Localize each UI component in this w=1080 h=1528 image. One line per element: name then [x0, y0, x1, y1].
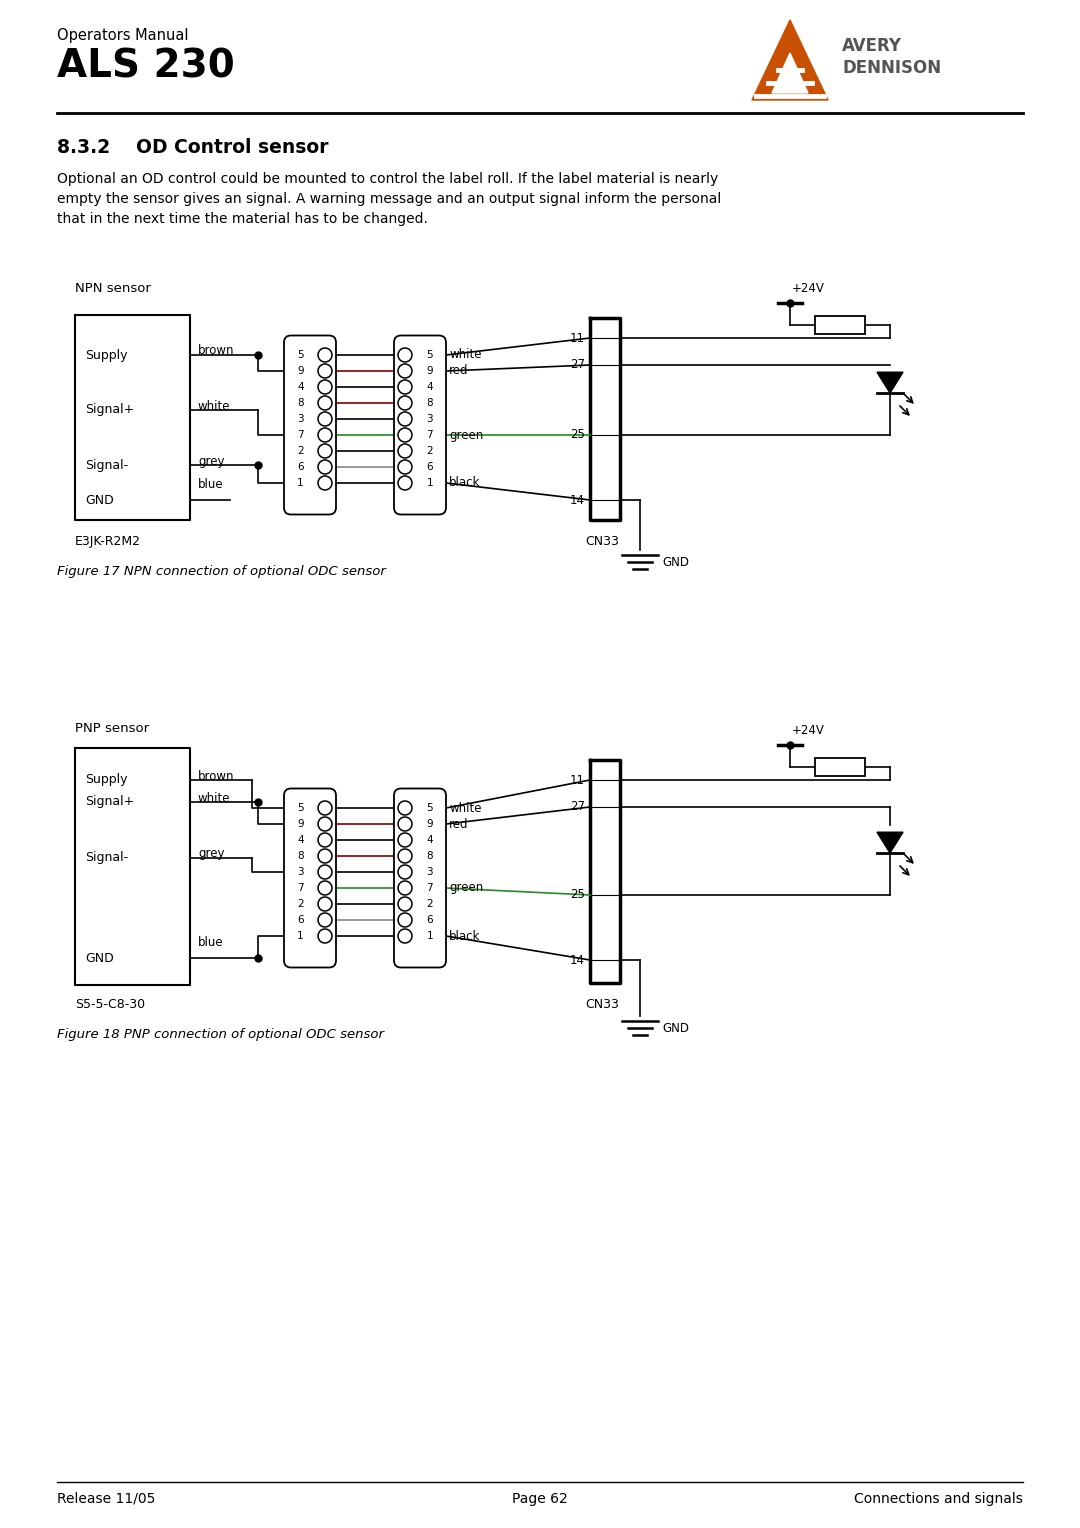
Text: blue: blue: [198, 935, 224, 949]
Text: grey: grey: [198, 454, 225, 468]
Text: 8: 8: [297, 851, 303, 860]
Text: Release 11/05: Release 11/05: [57, 1491, 156, 1507]
Text: 9: 9: [427, 367, 433, 376]
Text: +24V: +24V: [792, 283, 825, 295]
Text: 27: 27: [570, 801, 585, 813]
Text: brown: brown: [198, 770, 234, 782]
Text: 9: 9: [297, 819, 303, 830]
Text: blue: blue: [198, 477, 224, 490]
Text: 2: 2: [297, 898, 303, 909]
Text: 3: 3: [297, 414, 303, 423]
Text: 6: 6: [427, 461, 433, 472]
Text: 7: 7: [427, 883, 433, 892]
Text: 5: 5: [297, 804, 303, 813]
Polygon shape: [877, 373, 903, 393]
Text: CN33: CN33: [585, 535, 619, 549]
FancyBboxPatch shape: [815, 316, 865, 335]
Text: GND: GND: [662, 556, 689, 570]
Text: 4: 4: [427, 382, 433, 393]
Text: green: green: [449, 882, 483, 894]
Text: 27: 27: [570, 359, 585, 371]
Text: red: red: [449, 817, 469, 831]
Text: 6: 6: [297, 461, 303, 472]
Text: 14: 14: [570, 953, 585, 967]
Text: white: white: [198, 792, 230, 805]
Text: ALS 230: ALS 230: [57, 47, 234, 86]
Text: 9: 9: [297, 367, 303, 376]
Text: Supply: Supply: [85, 773, 127, 787]
Text: Signal-: Signal-: [85, 851, 129, 865]
Text: NPN sensor: NPN sensor: [75, 283, 151, 295]
Text: 25: 25: [570, 428, 585, 442]
FancyBboxPatch shape: [284, 788, 336, 967]
FancyBboxPatch shape: [815, 758, 865, 776]
Text: 4: 4: [297, 382, 303, 393]
Text: 8: 8: [427, 397, 433, 408]
Text: Signal-: Signal-: [85, 458, 129, 472]
Text: 3: 3: [427, 866, 433, 877]
Text: Operators Manual: Operators Manual: [57, 28, 189, 43]
Text: 14: 14: [570, 494, 585, 506]
Text: DENNISON: DENNISON: [842, 60, 941, 76]
Text: 7: 7: [297, 883, 303, 892]
Text: 1: 1: [297, 478, 303, 487]
Text: Connections and signals: Connections and signals: [854, 1491, 1023, 1507]
Text: 7: 7: [427, 429, 433, 440]
Text: Figure 17 NPN connection of optional ODC sensor: Figure 17 NPN connection of optional ODC…: [57, 565, 386, 578]
Text: white: white: [198, 399, 230, 413]
Text: Page 62: Page 62: [512, 1491, 568, 1507]
Text: 1: 1: [427, 478, 433, 487]
Text: 8.3.2    OD Control sensor: 8.3.2 OD Control sensor: [57, 138, 328, 157]
Text: grey: grey: [198, 848, 225, 860]
Text: white: white: [449, 348, 482, 362]
Text: 7: 7: [297, 429, 303, 440]
Text: 1: 1: [427, 931, 433, 941]
Text: 11: 11: [570, 773, 585, 787]
Text: Figure 18 PNP connection of optional ODC sensor: Figure 18 PNP connection of optional ODC…: [57, 1028, 384, 1041]
Text: 3: 3: [427, 414, 433, 423]
FancyBboxPatch shape: [394, 788, 446, 967]
Text: 5: 5: [427, 350, 433, 361]
Polygon shape: [877, 833, 903, 853]
Text: CN33: CN33: [585, 998, 619, 1012]
Text: brown: brown: [198, 344, 234, 358]
Text: 2: 2: [297, 446, 303, 455]
Text: GND: GND: [85, 494, 113, 506]
Text: S5-5-C8-30: S5-5-C8-30: [75, 998, 145, 1012]
Text: 5: 5: [427, 804, 433, 813]
Text: 4: 4: [297, 834, 303, 845]
Text: PNP sensor: PNP sensor: [75, 723, 149, 735]
FancyBboxPatch shape: [394, 336, 446, 515]
Text: 2: 2: [427, 898, 433, 909]
Text: 4: 4: [427, 834, 433, 845]
Text: 25: 25: [570, 888, 585, 902]
Text: GND: GND: [85, 952, 113, 964]
Text: white: white: [449, 802, 482, 814]
Text: black: black: [449, 929, 481, 943]
Text: green: green: [449, 428, 483, 442]
Text: E3JK-R2M2: E3JK-R2M2: [75, 535, 141, 549]
Text: 5: 5: [297, 350, 303, 361]
Text: GND: GND: [662, 1022, 689, 1036]
FancyBboxPatch shape: [284, 336, 336, 515]
Text: AVERY: AVERY: [842, 37, 902, 55]
Text: Signal+: Signal+: [85, 796, 134, 808]
Text: 1: 1: [297, 931, 303, 941]
Text: 3: 3: [297, 866, 303, 877]
Text: Optional an OD control could be mounted to control the label roll. If the label : Optional an OD control could be mounted …: [57, 173, 721, 226]
Text: Supply: Supply: [85, 348, 127, 362]
Text: black: black: [449, 477, 481, 489]
Text: 8: 8: [427, 851, 433, 860]
Text: +24V: +24V: [792, 724, 825, 736]
Text: 6: 6: [297, 915, 303, 924]
Text: 2: 2: [427, 446, 433, 455]
Text: Signal+: Signal+: [85, 403, 134, 417]
Text: red: red: [449, 365, 469, 377]
Polygon shape: [752, 20, 828, 99]
Polygon shape: [772, 53, 808, 93]
Text: 11: 11: [570, 332, 585, 344]
Text: 9: 9: [427, 819, 433, 830]
Text: 6: 6: [427, 915, 433, 924]
Text: 8: 8: [297, 397, 303, 408]
